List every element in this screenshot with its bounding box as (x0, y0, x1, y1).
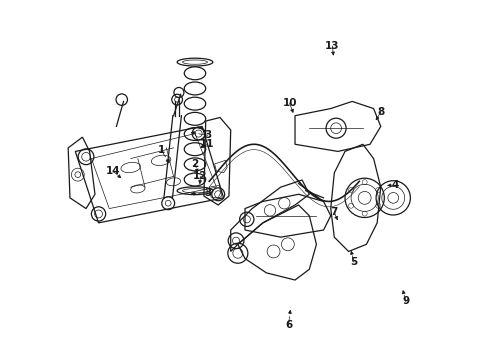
Text: 13: 13 (325, 41, 340, 51)
Text: 5: 5 (350, 257, 358, 267)
Text: 7: 7 (331, 207, 338, 217)
Text: 9: 9 (402, 296, 409, 306)
Text: 11: 11 (200, 139, 215, 149)
Text: 14: 14 (105, 166, 120, 176)
Text: 12: 12 (193, 171, 208, 181)
Text: 1: 1 (157, 145, 165, 155)
Text: 10: 10 (282, 98, 297, 108)
Text: 3: 3 (204, 130, 211, 140)
Text: 8: 8 (377, 107, 384, 117)
Text: 4: 4 (392, 180, 399, 190)
Text: 3: 3 (204, 188, 211, 198)
Text: 2: 2 (192, 159, 198, 169)
Text: 6: 6 (285, 320, 292, 330)
